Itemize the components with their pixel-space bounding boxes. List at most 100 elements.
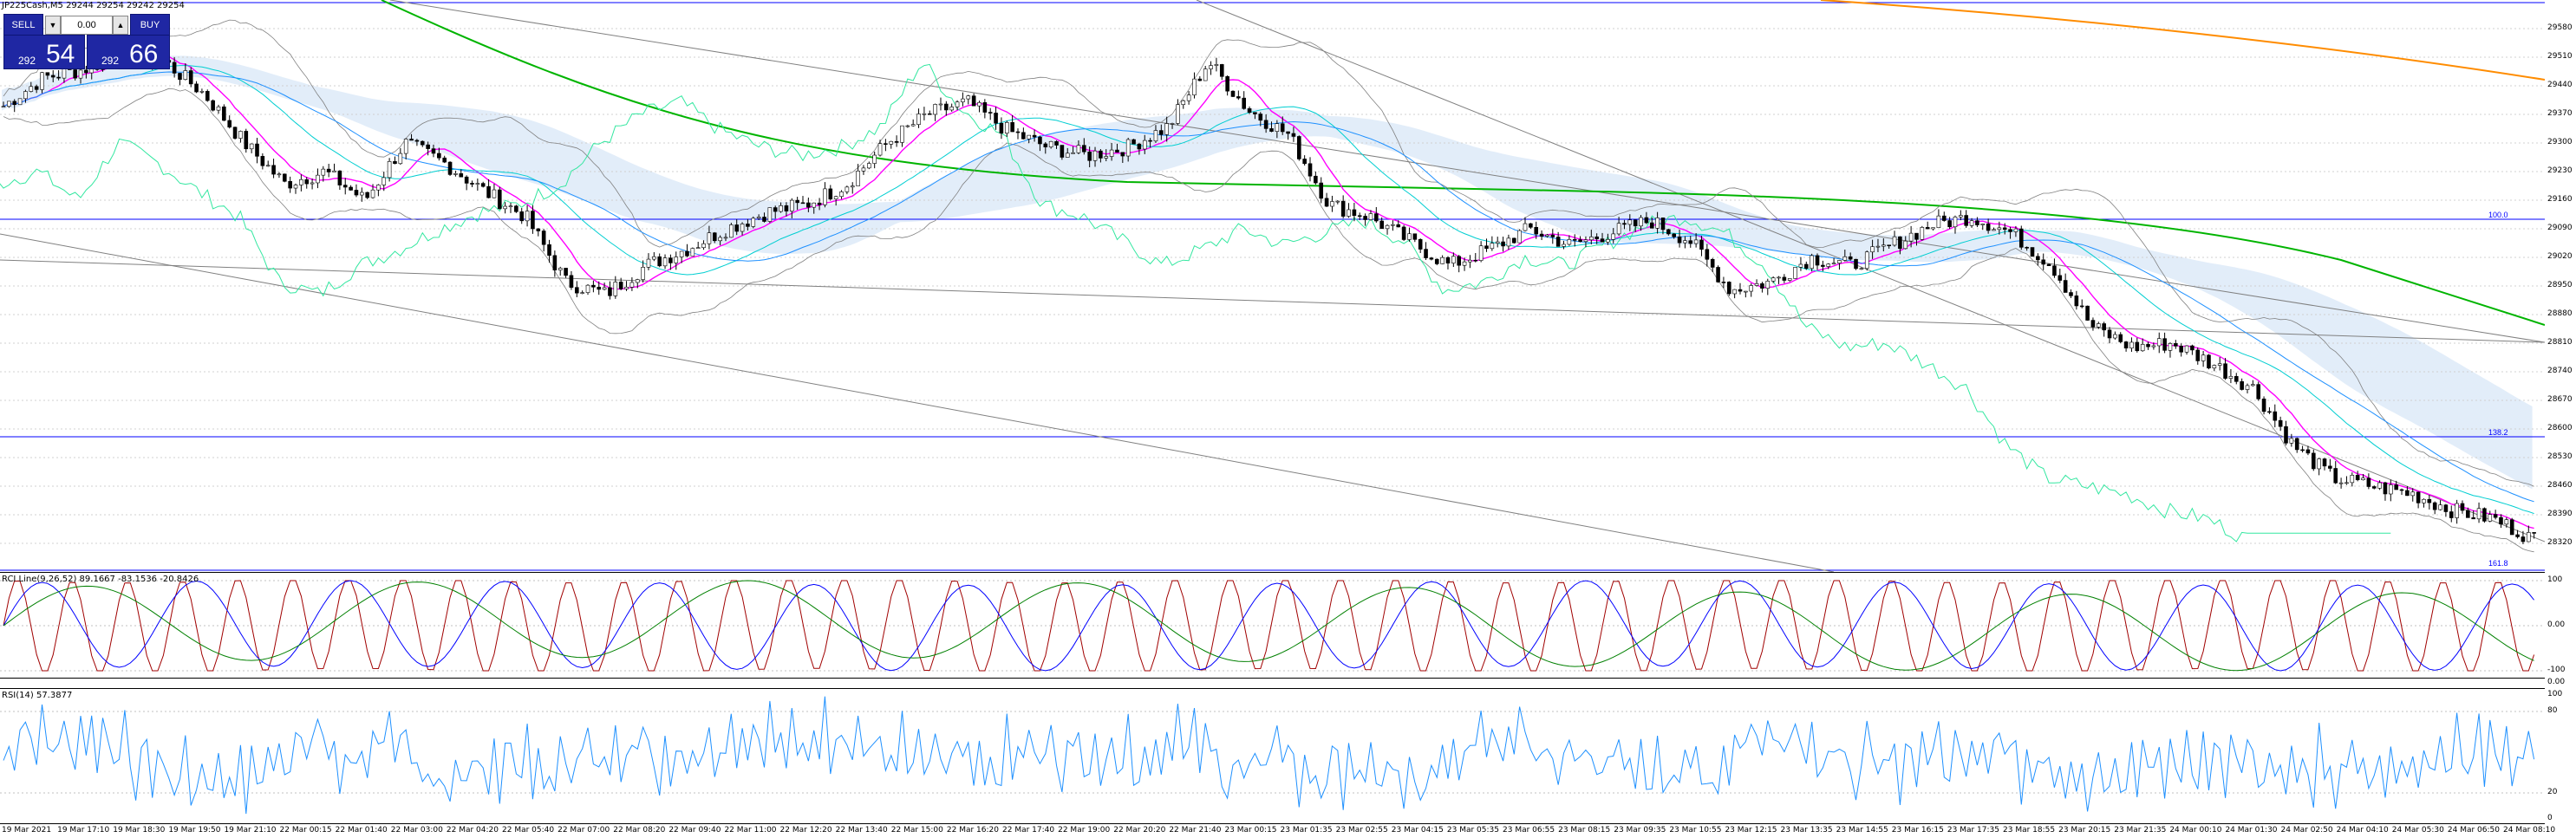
price-axis-tick: 28670 — [2547, 395, 2573, 404]
candle-body — [2289, 438, 2294, 444]
candle-body — [2217, 363, 2222, 366]
rci-axis[interactable]: 100 0.00 -100 — [2545, 574, 2576, 678]
candle-body — [2079, 305, 2084, 308]
candle-body — [971, 95, 976, 107]
candle-body — [767, 207, 773, 222]
pane-divider-1[interactable] — [0, 572, 2545, 573]
rci-chart[interactable] — [0, 574, 2545, 678]
candle-body — [828, 188, 833, 200]
candle-body — [2184, 345, 2189, 353]
rsi-axis-tick: 80 — [2547, 706, 2558, 715]
price-axis-tick: 28880 — [2547, 309, 2573, 318]
candle-body — [872, 154, 877, 164]
candle-body — [1578, 239, 1582, 243]
candle-body — [1803, 263, 1809, 269]
rci-pane[interactable]: RCI Line(9,26,52) 89.1667 -83.1536 -20.8… — [0, 574, 2545, 678]
rsi-pane[interactable]: RSI(14) 57.3877 — [0, 690, 2545, 823]
candle-body — [365, 192, 369, 198]
buy-button[interactable]: BUY — [130, 14, 170, 36]
price-chart[interactable] — [0, 0, 2545, 572]
candle-body — [1242, 97, 1247, 109]
candle-body — [1192, 78, 1197, 95]
gap-axis: 0.00 — [2545, 678, 2576, 688]
candle-body — [2140, 344, 2145, 352]
candle-body — [762, 217, 766, 222]
candle-body — [2085, 305, 2090, 321]
candle-body — [238, 131, 243, 139]
candle-body — [723, 237, 728, 239]
candle-body — [629, 282, 635, 288]
candle-body — [1440, 257, 1445, 264]
time-axis-label: 23 Mar 17:35 — [1947, 826, 1999, 835]
candle-body — [393, 160, 397, 165]
candle-body — [2338, 482, 2344, 484]
time-axis-label: 23 Mar 00:15 — [1224, 826, 1277, 835]
sell-button[interactable]: SELL — [3, 14, 43, 36]
candle-body — [1396, 224, 1401, 228]
candle-body — [729, 224, 734, 238]
candle-body — [894, 140, 899, 143]
time-axis-label: 22 Mar 19:00 — [1058, 826, 1111, 835]
candle-body — [1969, 220, 1974, 226]
candle-body — [1655, 218, 1660, 229]
candle-body — [2438, 504, 2442, 510]
candle-body — [756, 217, 761, 219]
candle-body — [2046, 263, 2051, 266]
time-axis-label: 22 Mar 01:40 — [335, 826, 388, 835]
candle-body — [2223, 363, 2227, 379]
candle-body — [1473, 259, 1478, 262]
candle-body — [525, 211, 530, 222]
candle-body — [1633, 219, 1638, 227]
candle-body — [1495, 241, 1500, 244]
candle-body — [1826, 263, 1831, 267]
candle-body — [1534, 227, 1539, 235]
candle-body — [2482, 508, 2487, 522]
pane-divider-3[interactable] — [0, 688, 2545, 689]
price-pane[interactable]: JP225Cash,M5 29244 29254 29242 29254 SEL… — [0, 0, 2545, 572]
candle-body — [2394, 484, 2398, 490]
lot-size-input[interactable]: 0.00 — [61, 16, 113, 35]
candle-body — [2328, 465, 2332, 469]
candle-body — [1324, 198, 1329, 207]
candle-body — [387, 160, 392, 179]
candle-body — [1032, 134, 1037, 138]
candle-body — [2305, 449, 2311, 454]
lot-decrease-button[interactable]: ▼ — [45, 16, 61, 35]
lot-increase-button[interactable]: ▲ — [113, 16, 128, 35]
candle-body — [1749, 285, 1754, 292]
candle-body — [1286, 131, 1290, 134]
candle-body — [1153, 130, 1158, 142]
rsi-chart[interactable] — [0, 690, 2545, 823]
sell-price-box[interactable]: 292 54 — [3, 35, 85, 69]
time-axis-label: 22 Mar 13:40 — [835, 826, 888, 835]
candle-body — [1363, 216, 1367, 220]
rsi-axis[interactable]: 100 80 20 0 — [2545, 690, 2576, 823]
candle-body — [652, 256, 656, 260]
time-axis-label: 24 Mar 08:10 — [2503, 826, 2556, 835]
candle-body — [877, 143, 883, 156]
candle-body — [409, 139, 414, 141]
ma-200-line — [381, 0, 2545, 326]
price-axis-tick: 29370 — [2547, 109, 2573, 118]
candle-body — [668, 257, 673, 263]
candle-body — [1941, 215, 1947, 221]
candle-body — [222, 106, 226, 121]
candle-body — [2532, 532, 2536, 534]
buy-price-box[interactable]: 292 66 — [87, 35, 170, 69]
candle-body — [2422, 498, 2426, 503]
candle-body — [2371, 486, 2377, 489]
pane-divider-2[interactable] — [0, 678, 2545, 679]
candle-body — [2344, 482, 2349, 484]
candle-body — [1308, 163, 1313, 177]
candle-body — [277, 173, 282, 176]
candle-body — [1992, 229, 1996, 231]
candle-body — [1716, 267, 1720, 283]
price-axis[interactable]: 29580 29510 29440 29370 29300 29230 29160 29090… — [2545, 0, 2576, 572]
candle-body — [447, 161, 453, 175]
candle-body — [933, 104, 937, 115]
candle-body — [2179, 346, 2183, 353]
trendline-2 — [0, 233, 1835, 572]
time-axis[interactable]: 19 Mar 2021 19 Mar 17:10 19 Mar 18:30 19 Ma… — [0, 823, 2555, 838]
candle-body — [12, 101, 17, 106]
candle-body — [1125, 139, 1131, 157]
